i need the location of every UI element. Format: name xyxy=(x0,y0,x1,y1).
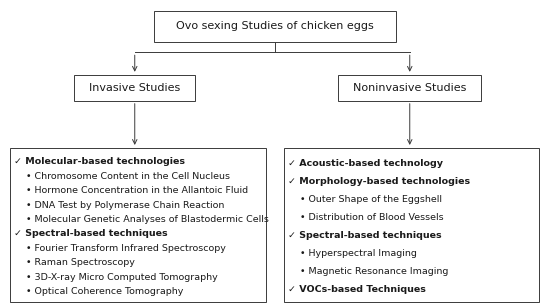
Bar xyxy=(154,11,396,42)
Text: • Fourier Transform Infrared Spectroscopy: • Fourier Transform Infrared Spectroscop… xyxy=(26,244,226,253)
Text: Invasive Studies: Invasive Studies xyxy=(89,83,180,93)
Text: ✓ Spectral-based techniques: ✓ Spectral-based techniques xyxy=(14,229,168,238)
Text: • 3D-X-ray Micro Computed Tomography: • 3D-X-ray Micro Computed Tomography xyxy=(26,273,218,282)
Text: ✓ Morphology-based technologies: ✓ Morphology-based technologies xyxy=(288,177,470,186)
Text: • Raman Spectroscopy: • Raman Spectroscopy xyxy=(26,258,135,267)
Text: ✓ Molecular-based technologies: ✓ Molecular-based technologies xyxy=(14,157,185,166)
Bar xyxy=(284,148,539,302)
Text: ✓ VOCs-based Techniques: ✓ VOCs-based Techniques xyxy=(288,285,426,294)
Text: • Hyperspectral Imaging: • Hyperspectral Imaging xyxy=(300,249,417,258)
Text: • DNA Test by Polymerase Chain Reaction: • DNA Test by Polymerase Chain Reaction xyxy=(26,201,225,209)
Text: • Chromosome Content in the Cell Nucleus: • Chromosome Content in the Cell Nucleus xyxy=(26,172,230,181)
Text: ✓ Acoustic-based technology: ✓ Acoustic-based technology xyxy=(288,159,443,168)
Text: Noninvasive Studies: Noninvasive Studies xyxy=(353,83,466,93)
Text: Ovo sexing Studies of chicken eggs: Ovo sexing Studies of chicken eggs xyxy=(176,21,374,31)
Text: • Hormone Concentration in the Allantoic Fluid: • Hormone Concentration in the Allantoic… xyxy=(26,186,249,195)
Text: • Optical Coherence Tomography: • Optical Coherence Tomography xyxy=(26,287,184,296)
Bar xyxy=(338,75,481,101)
Text: • Distribution of Blood Vessels: • Distribution of Blood Vessels xyxy=(300,213,444,222)
Text: ✓ Spectral-based techniques: ✓ Spectral-based techniques xyxy=(288,231,442,240)
Bar xyxy=(74,75,195,101)
Text: • Magnetic Resonance Imaging: • Magnetic Resonance Imaging xyxy=(300,267,449,276)
Text: • Outer Shape of the Eggshell: • Outer Shape of the Eggshell xyxy=(300,195,442,204)
Bar xyxy=(10,148,266,302)
Text: • Molecular Genetic Analyses of Blastodermic Cells: • Molecular Genetic Analyses of Blastode… xyxy=(26,215,270,224)
